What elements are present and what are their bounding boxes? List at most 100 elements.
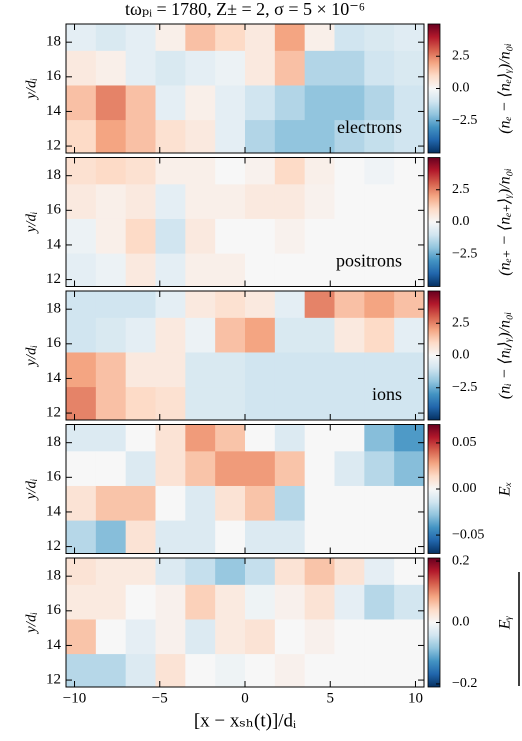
cell bbox=[274, 352, 306, 388]
cell bbox=[394, 218, 424, 255]
cell bbox=[245, 387, 276, 420]
cell bbox=[185, 584, 216, 620]
cell bbox=[95, 619, 127, 655]
heatmap bbox=[66, 558, 424, 687]
y-axis-label: y/dᵢ bbox=[23, 345, 39, 368]
cell bbox=[215, 317, 246, 353]
cell bbox=[394, 157, 424, 185]
cell bbox=[125, 558, 156, 586]
cell bbox=[334, 584, 365, 620]
x-axis-label: [x − xₛₕ(t)]/dᵢ bbox=[194, 710, 296, 731]
cell bbox=[95, 218, 127, 255]
cell bbox=[125, 424, 156, 452]
cell bbox=[95, 184, 127, 220]
heatmap bbox=[66, 157, 424, 287]
cell bbox=[334, 424, 365, 452]
x-tick-label: 0 bbox=[241, 690, 249, 706]
chart-title: tωₚᵢ = 1780, Z± = 2, σ = 5 × 10⁻⁶ bbox=[125, 0, 365, 19]
cell bbox=[364, 619, 395, 655]
cell bbox=[125, 291, 156, 319]
cell bbox=[274, 184, 306, 220]
cell bbox=[125, 85, 156, 121]
cell bbox=[125, 184, 156, 220]
cell bbox=[66, 120, 97, 153]
colorbar-tick-label: −0.2 bbox=[452, 676, 477, 691]
y-tick-label: 18 bbox=[46, 34, 61, 50]
cell bbox=[394, 85, 424, 121]
colorbar-tick-label: 0.2 bbox=[452, 553, 470, 568]
cell bbox=[155, 184, 186, 220]
cell bbox=[215, 558, 246, 586]
colorbar-tick-label: 2.5 bbox=[452, 315, 470, 330]
cell bbox=[394, 50, 424, 86]
cell bbox=[66, 85, 97, 121]
cell bbox=[95, 120, 127, 153]
cell bbox=[274, 85, 306, 121]
cell bbox=[66, 520, 97, 554]
cell bbox=[274, 520, 306, 554]
cell bbox=[215, 291, 246, 319]
cell bbox=[245, 317, 276, 353]
cell bbox=[364, 352, 395, 388]
cell bbox=[394, 451, 424, 487]
cell bbox=[274, 424, 306, 452]
cell bbox=[364, 218, 395, 255]
cell bbox=[95, 24, 127, 52]
cell bbox=[66, 451, 97, 487]
cell bbox=[66, 218, 97, 255]
cell bbox=[185, 317, 216, 353]
colorbar-tick-label: −2.5 bbox=[452, 113, 477, 128]
panel-label: positrons bbox=[336, 251, 402, 271]
cell bbox=[245, 654, 276, 687]
cell bbox=[66, 654, 97, 687]
cell bbox=[304, 451, 335, 487]
cell bbox=[215, 120, 246, 153]
cell bbox=[304, 558, 335, 586]
panel-label: electrons bbox=[337, 117, 402, 137]
cell bbox=[334, 485, 365, 522]
cell bbox=[245, 218, 276, 255]
cell bbox=[66, 291, 97, 319]
cell bbox=[274, 317, 306, 353]
cell bbox=[304, 157, 335, 185]
y-tick-label: 12 bbox=[46, 538, 61, 554]
colorbar-label: (nₑ₊ − ⟨nₑ₊⟩ᵧ)/n₀ᵢ bbox=[497, 168, 514, 275]
cell bbox=[155, 317, 186, 353]
cell bbox=[185, 218, 216, 255]
cell bbox=[215, 253, 246, 287]
cell bbox=[334, 654, 365, 687]
cell bbox=[66, 352, 97, 388]
cell bbox=[215, 24, 246, 52]
heatmap bbox=[66, 291, 424, 420]
cell bbox=[304, 619, 335, 655]
cell bbox=[155, 218, 186, 255]
cell bbox=[364, 387, 395, 420]
colorbar-tick-label: 0.0 bbox=[452, 348, 470, 363]
colorbar-tick-label: 0.0 bbox=[452, 81, 470, 96]
cell bbox=[274, 654, 306, 687]
cell bbox=[304, 317, 335, 353]
cell bbox=[334, 218, 365, 255]
cell bbox=[66, 157, 97, 185]
cell bbox=[274, 558, 306, 586]
cell bbox=[185, 291, 216, 319]
cell bbox=[274, 584, 306, 620]
cell bbox=[66, 24, 97, 52]
cell bbox=[155, 85, 186, 121]
y-tick-label: 14 bbox=[46, 503, 62, 519]
cell bbox=[334, 352, 365, 388]
cell bbox=[215, 218, 246, 255]
cell bbox=[215, 485, 246, 522]
cell bbox=[334, 558, 365, 586]
cell bbox=[185, 485, 216, 522]
panel-label: ions bbox=[372, 384, 402, 404]
cell bbox=[394, 387, 424, 420]
cell bbox=[364, 157, 395, 185]
cell bbox=[364, 253, 395, 287]
cell bbox=[155, 485, 186, 522]
colorbar-label: Eᵧ bbox=[497, 615, 514, 630]
cell bbox=[274, 50, 306, 86]
cell bbox=[394, 520, 424, 554]
cell bbox=[215, 424, 246, 452]
cell bbox=[185, 253, 216, 287]
